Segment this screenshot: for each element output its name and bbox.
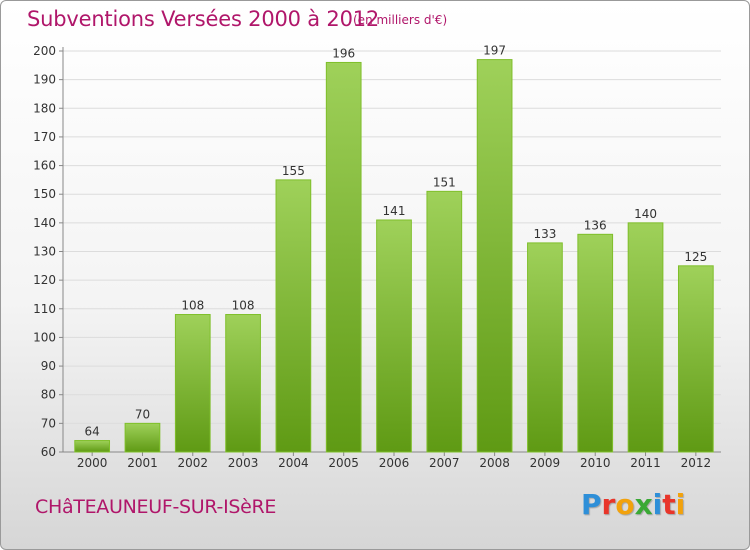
bar-2006	[376, 219, 412, 453]
data-label-2001: 70	[135, 407, 150, 421]
data-label-2006: 141	[383, 204, 406, 218]
y-tick-label: 100	[33, 330, 56, 344]
x-tick-label-2011: 2011	[630, 456, 661, 470]
data-label-2000: 64	[85, 425, 100, 439]
x-tick-labels: 2000 2001 2002 2003 2004 2005 2006 2007 2008 2009…	[77, 456, 711, 470]
bars	[74, 59, 714, 453]
data-label-2010: 136	[584, 218, 607, 232]
y-tick-label: 190	[33, 73, 56, 87]
y-tick-label: 180	[33, 101, 56, 115]
bar-2002	[174, 314, 211, 453]
x-tick-label-2000: 2000	[77, 456, 108, 470]
bar-2005	[325, 61, 362, 453]
logo-letter: r	[601, 488, 616, 521]
logo-letter: P	[581, 488, 602, 521]
x-tick-label-2010: 2010	[580, 456, 611, 470]
data-label-2003: 108	[232, 299, 255, 313]
y-tick-label: 170	[33, 130, 56, 144]
y-tick-label: 130	[33, 245, 56, 259]
bar-2007	[426, 190, 463, 453]
y-tick-labels: 60 70 80 90 100 110 120 130 140 150 160 170 180 190 20…	[33, 44, 56, 459]
logo-letter: i	[675, 488, 686, 521]
bar-2003	[225, 314, 261, 453]
x-tick-label-2009: 2009	[530, 456, 561, 470]
y-tick-label: 160	[33, 159, 56, 173]
x-tick-label-2001: 2001	[127, 456, 158, 470]
unit-note: (en milliers d'€)	[353, 13, 448, 27]
logo-letter: t	[662, 488, 676, 521]
bar-2000	[74, 440, 111, 453]
y-tick-label: 90	[41, 359, 56, 373]
x-tick-label-2005: 2005	[328, 456, 359, 470]
y-tick-label: 110	[33, 302, 56, 316]
data-label-2009: 133	[533, 227, 556, 241]
commune-name: CHâTEAUNEUF-SUR-ISèRE	[35, 496, 277, 518]
logo-letter: x	[634, 488, 653, 521]
logo-letter: o	[615, 488, 635, 521]
data-label-2002: 108	[181, 299, 204, 313]
data-label-2012: 125	[684, 250, 707, 264]
x-tick-label-2002: 2002	[177, 456, 208, 470]
bar-2012	[677, 265, 714, 453]
chart-title: Subventions Versées 2000 à 2012	[27, 7, 380, 31]
bar-2008	[476, 59, 513, 453]
y-tick-label: 150	[33, 187, 56, 201]
proxiti-logo: Proxiti	[581, 488, 685, 521]
data-label-2011: 140	[634, 207, 657, 221]
x-tick-label-2012: 2012	[681, 456, 712, 470]
x-tick-label-2004: 2004	[278, 456, 309, 470]
y-tick-label: 70	[41, 416, 56, 430]
data-labels: 64 70 108 108 155 196 141 151 197 133 136 140 125	[85, 44, 708, 439]
bar-2009	[527, 242, 563, 453]
data-label-2004: 155	[282, 164, 305, 178]
bar-2004	[275, 179, 312, 453]
data-label-2007: 151	[433, 175, 456, 189]
y-tick-label: 140	[33, 216, 56, 230]
data-label-2005: 196	[332, 46, 355, 60]
x-tick-label-2003: 2003	[228, 456, 259, 470]
y-tick-label: 200	[33, 44, 56, 58]
x-tick-label-2007: 2007	[429, 456, 460, 470]
y-tick-label: 120	[33, 273, 56, 287]
y-tick-label: 80	[41, 388, 56, 402]
bar-2001	[124, 422, 161, 453]
x-tick-label-2006: 2006	[379, 456, 410, 470]
bar-2010	[577, 233, 614, 453]
bar-2011	[627, 222, 664, 453]
x-tick-label-2008: 2008	[479, 456, 510, 470]
data-label-2008: 197	[483, 44, 506, 58]
y-tick-label: 60	[41, 445, 56, 459]
logo-letter: i	[652, 488, 663, 521]
